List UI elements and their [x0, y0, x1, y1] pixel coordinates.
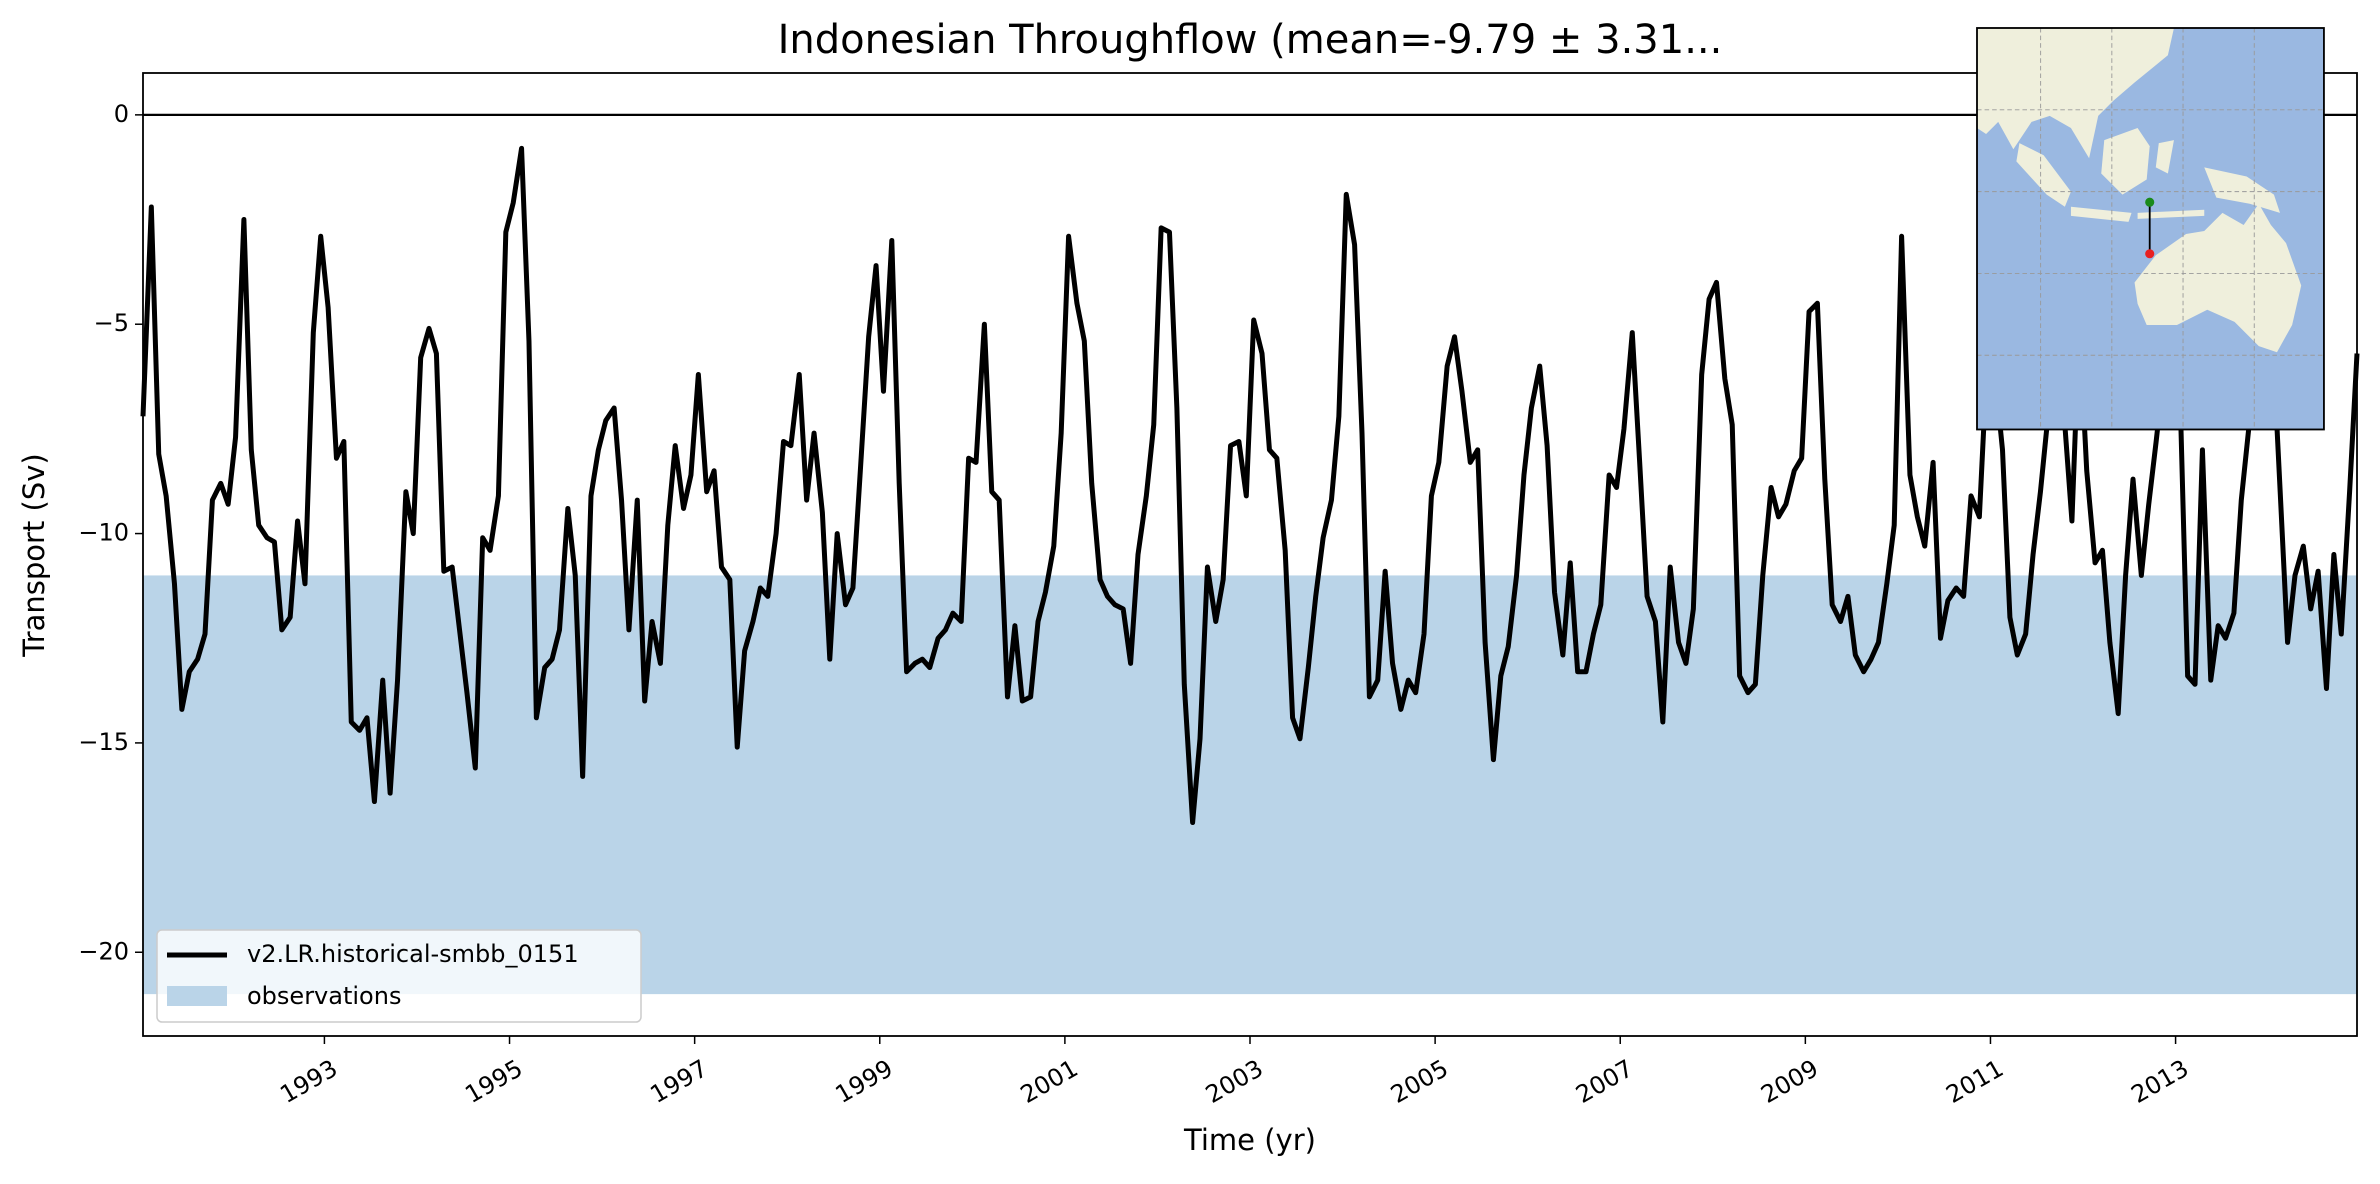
x-tick-label: 1999 — [831, 1054, 898, 1109]
map-land — [2070, 206, 2132, 222]
x-tick-label: 2009 — [1756, 1054, 1823, 1109]
x-tick-label: 2011 — [1941, 1054, 2008, 1109]
x-tick-label: 2005 — [1386, 1054, 1453, 1109]
legend-swatch-band — [167, 986, 227, 1006]
x-tick-label: 2001 — [1016, 1054, 1083, 1109]
map-land — [2137, 140, 2205, 219]
map-land — [2134, 203, 2302, 353]
map-end-point — [2145, 249, 2155, 259]
chart-title: Indonesian Throughflow (mean=-9.79 ± 3.3… — [778, 17, 1723, 63]
x-axis-label: Time (yr) — [1183, 1123, 1316, 1157]
x-tick-label: 2007 — [1571, 1054, 1638, 1109]
legend-box — [156, 929, 642, 1023]
x-tick-label: 1997 — [646, 1054, 713, 1109]
x-tick-label: 2013 — [2126, 1054, 2193, 1109]
y-tick-label: −20 — [78, 937, 129, 965]
map-graticule — [1977, 28, 2324, 430]
y-tick-label: −15 — [78, 728, 129, 756]
map-land — [2204, 167, 2280, 213]
y-tick-label: −5 — [94, 309, 129, 337]
y-tick-label: 0 — [114, 100, 129, 128]
legend-label: v2.LR.historical-smbb_0151 — [247, 940, 579, 968]
x-tick-label: 1995 — [460, 1054, 527, 1109]
x-tick-label: 2003 — [1201, 1054, 1268, 1109]
observation-band — [143, 575, 2357, 995]
x-tick-label: 1993 — [275, 1054, 342, 1109]
map-land — [2101, 127, 2150, 195]
map-land — [1977, 28, 2174, 159]
legend-label: observations — [247, 982, 401, 1010]
plot-layer: 0 −5 −10 −15 −20 1993 1995 1997 1999 2001 2003 2005… — [78, 72, 2360, 1109]
y-axis-label: Transport (Sv) — [17, 453, 51, 658]
map-land — [2016, 143, 2071, 207]
map-frame — [1976, 27, 2325, 431]
map-inset — [1976, 27, 2325, 431]
y-tick-label: −10 — [78, 519, 129, 547]
plot-frame — [142, 72, 2358, 1037]
map-start-point — [2145, 197, 2155, 207]
